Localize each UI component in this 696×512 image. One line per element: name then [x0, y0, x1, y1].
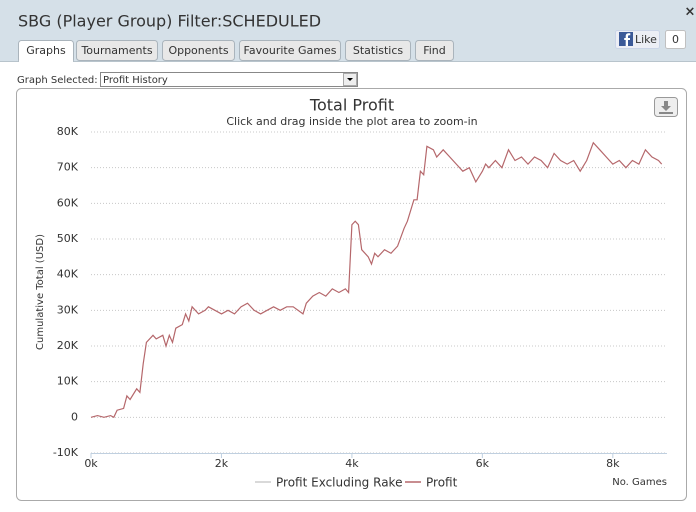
like-count: 0	[672, 33, 679, 46]
graph-selected-label: Graph Selected:	[17, 75, 98, 86]
x-axis-label: No. Games	[612, 477, 667, 488]
like-button[interactable]: Like	[615, 30, 660, 49]
legend-label[interactable]: Profit Excluding Rake	[276, 476, 402, 490]
tab-join	[19, 60, 73, 63]
y-tick-label: 10K	[57, 375, 79, 388]
y-tick-label: 20K	[57, 339, 79, 352]
export-button[interactable]	[654, 97, 678, 117]
y-tick-label: 0	[71, 410, 78, 423]
like-count-box	[665, 30, 686, 49]
tab[interactable]	[415, 40, 454, 61]
export-icon	[659, 101, 673, 114]
y-axis-label: Cumulative Total (USD)	[35, 234, 46, 350]
profit-line	[90, 141, 663, 419]
y-tick-label: 30K	[57, 303, 79, 316]
tab[interactable]	[76, 40, 158, 61]
tab[interactable]	[239, 40, 341, 61]
select-arrow	[347, 78, 353, 81]
chart-title: Total Profit	[309, 96, 394, 115]
tab-label[interactable]: Find	[423, 44, 446, 57]
y-tick-label: 40K	[57, 268, 79, 281]
y-tick-label: 70K	[57, 161, 79, 174]
tab-label[interactable]: Favourite Games	[244, 44, 337, 57]
graph-select[interactable]: Profit History	[100, 72, 358, 87]
select-box	[100, 72, 358, 87]
facebook-glyph	[624, 33, 631, 46]
chart-panel	[16, 88, 687, 501]
tab-label[interactable]: Statistics	[353, 44, 404, 57]
like-label: Like	[635, 33, 657, 46]
legend-label[interactable]: Profit	[426, 476, 458, 490]
close-button[interactable]: ×	[685, 5, 696, 20]
y-tick-label: -10K	[53, 446, 79, 459]
tab[interactable]	[162, 40, 235, 61]
x-tick-label: 0k	[84, 457, 98, 470]
x-tick-label: 2k	[215, 457, 229, 470]
y-tick-label: 60K	[57, 196, 79, 209]
tab[interactable]	[345, 40, 411, 61]
y-tick-label: 80K	[57, 125, 79, 138]
x-tick-label: 4k	[345, 457, 359, 470]
window-title: SBG (Player Group) Filter:SCHEDULED	[18, 12, 321, 31]
x-tick-label: 8k	[606, 457, 620, 470]
tab-label[interactable]: Opponents	[168, 44, 228, 57]
select-value: Profit History	[103, 75, 168, 86]
x-tick-label: 6k	[476, 457, 490, 470]
tab-label[interactable]: Tournaments	[80, 44, 152, 57]
tab-label[interactable]: Graphs	[26, 44, 66, 57]
y-tick-label: 50K	[57, 232, 79, 245]
chart-subtitle: Click and drag inside the plot area to z…	[226, 115, 477, 128]
